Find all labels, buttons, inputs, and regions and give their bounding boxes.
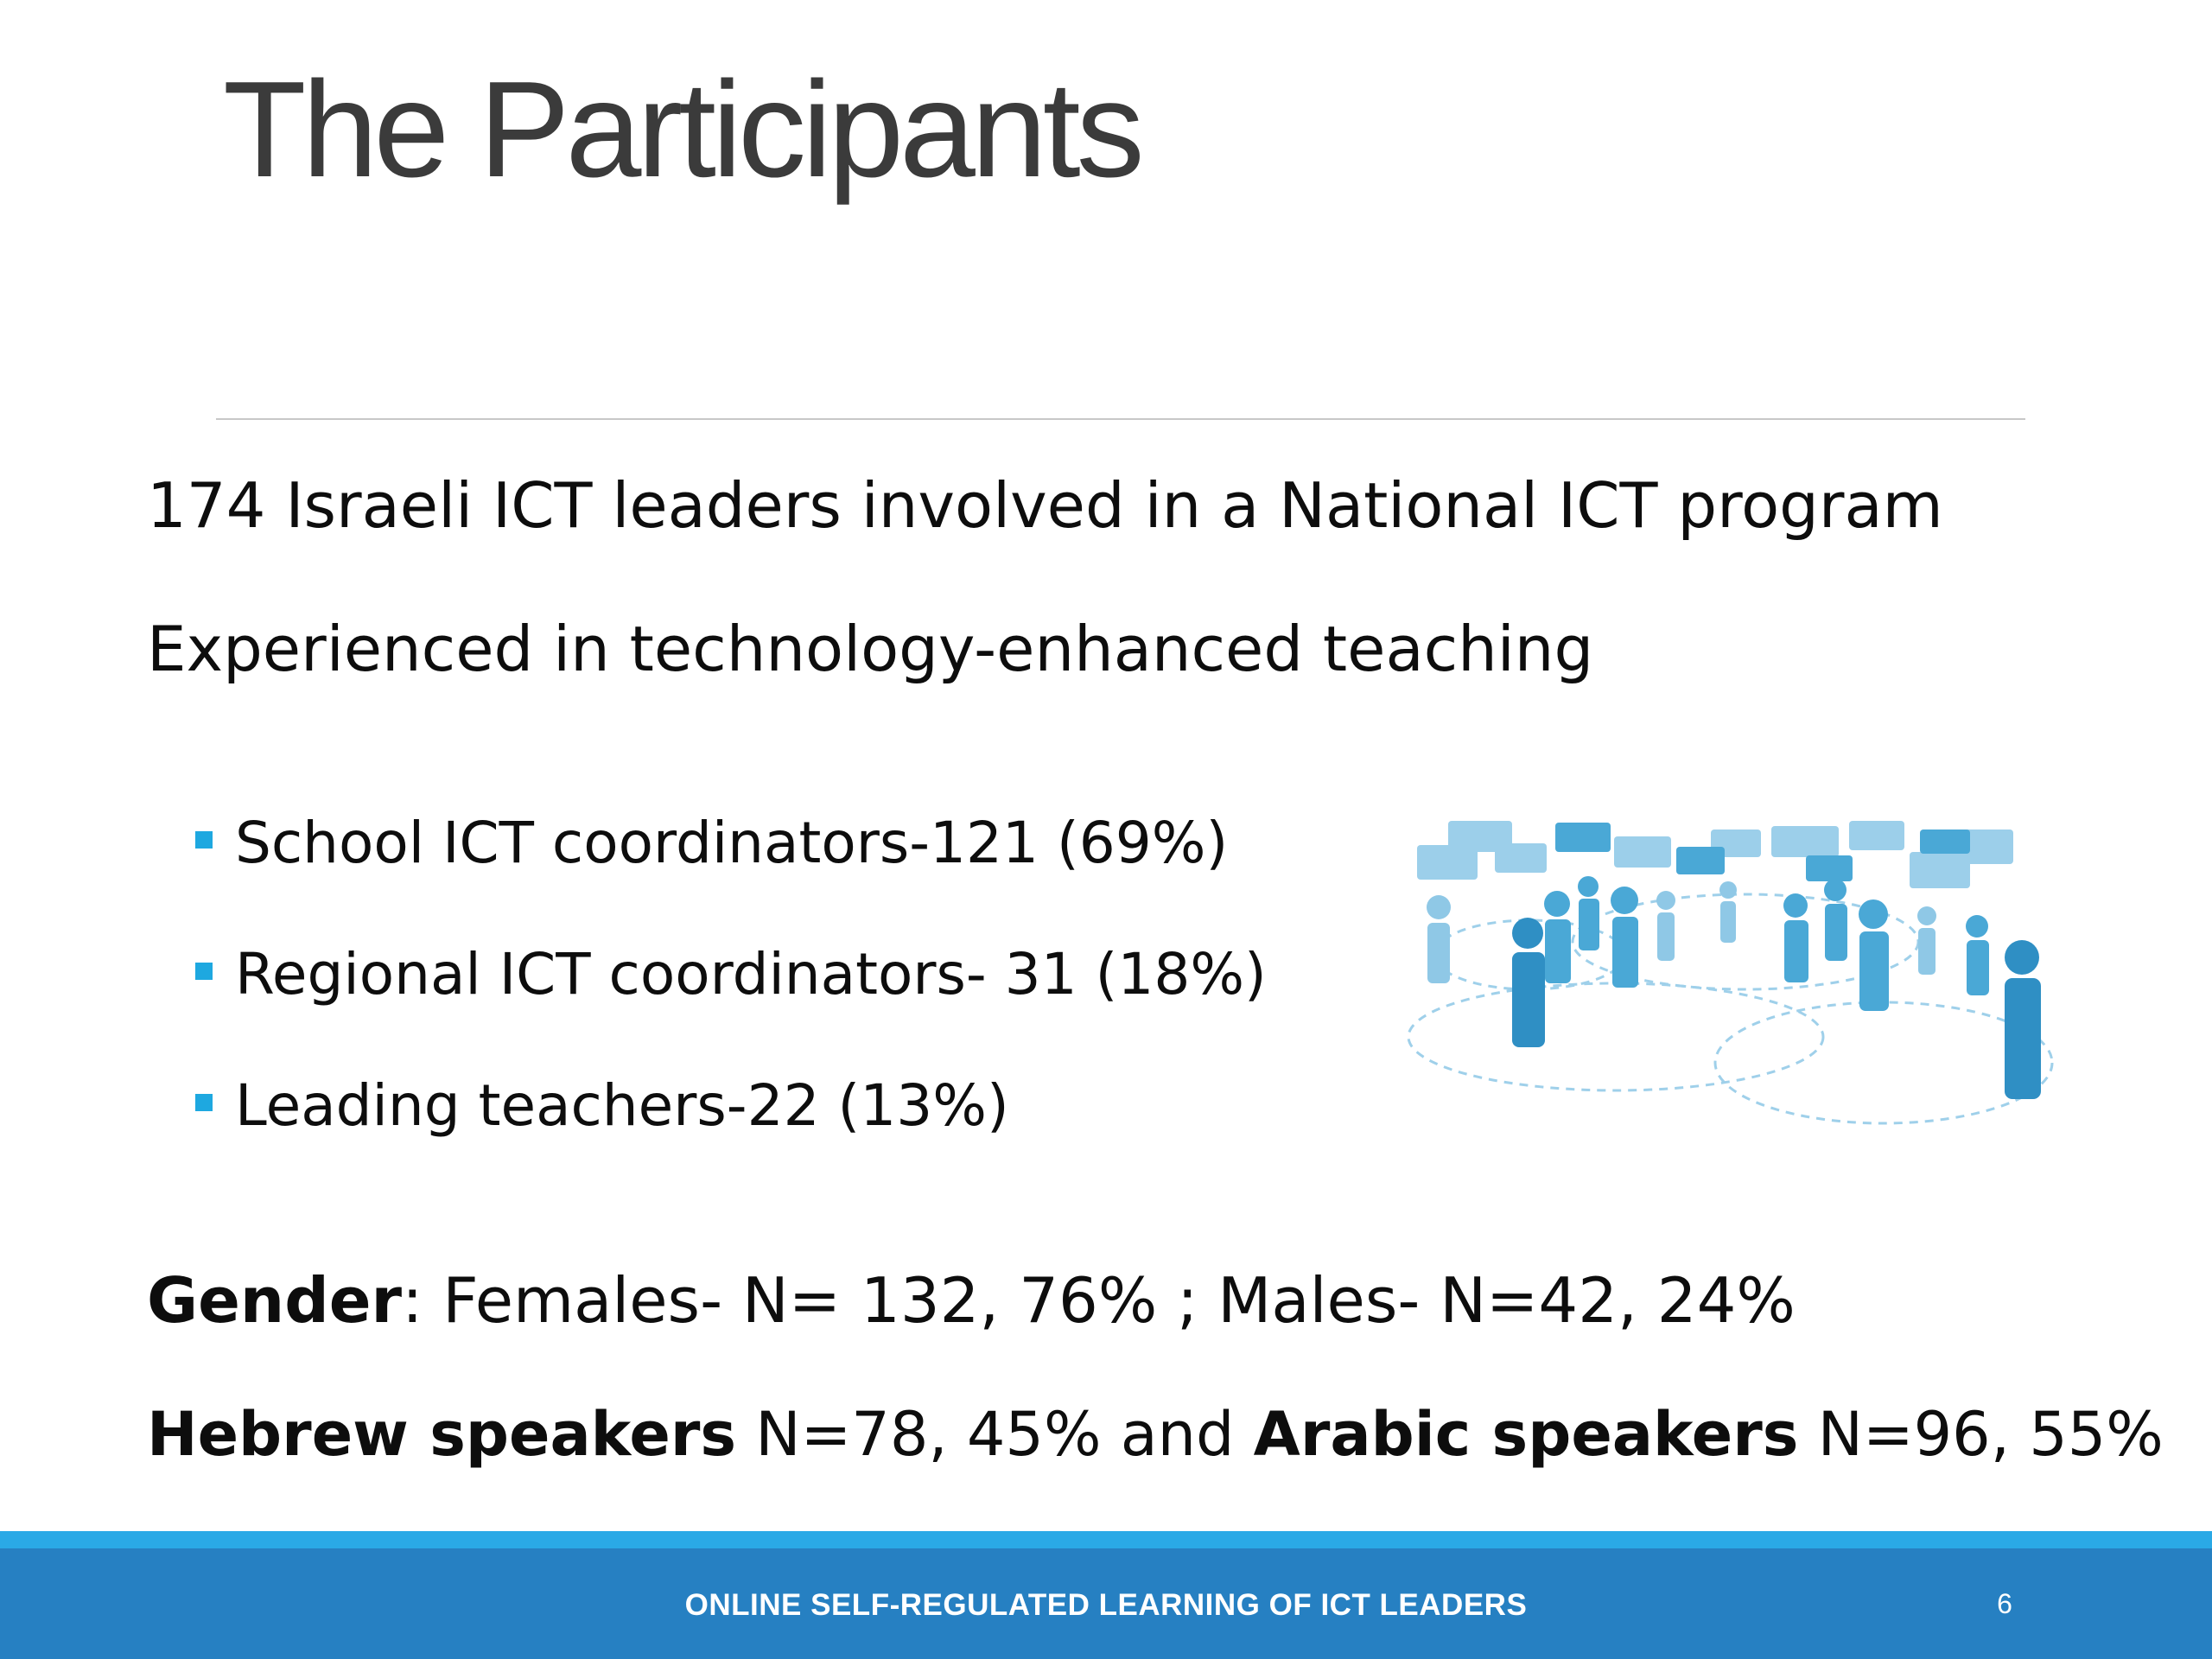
hebrew-label: Hebrew speakers	[147, 1399, 737, 1470]
arabic-text: N=96, 55%	[1798, 1399, 2164, 1470]
footer-band	[0, 1548, 2212, 1659]
bullet-text: Leading teachers-22 (13%)	[235, 1071, 1009, 1139]
body-line-experience: Experienced in technology-enhanced teach…	[147, 613, 1594, 685]
body-line-participants: 174 Israeli ICT leaders involved in a Na…	[147, 469, 1943, 542]
arabic-label: Arabic speakers	[1253, 1399, 1799, 1470]
bullet-item: Leading teachers-22 (13%)	[195, 1066, 1009, 1144]
footer-accent-bar	[0, 1531, 2212, 1548]
language-line: Hebrew speakers N=78, 45% and Arabic spe…	[147, 1395, 2164, 1473]
gender-label: Gender	[147, 1264, 403, 1337]
bullet-text: Regional ICT coordinators- 31 (18%)	[235, 940, 1267, 1007]
slide-title: The Participants	[223, 54, 1145, 206]
bullet-item: Regional ICT coordinators- 31 (18%)	[195, 935, 1267, 1013]
page-number: 6	[1997, 1588, 2012, 1619]
bullet-marker	[195, 831, 213, 849]
bullet-marker	[195, 963, 213, 980]
hebrew-text: N=78, 45% and	[736, 1399, 1254, 1470]
gender-line: Gender: Females- N= 132, 76% ; Males- N=…	[147, 1262, 1796, 1339]
footer-title: ONLINE SELF-REGULATED LEARNING OF ICT LE…	[684, 1588, 1528, 1622]
title-divider	[216, 418, 2025, 420]
people-network-icon	[1407, 821, 2054, 1125]
bullet-marker	[195, 1094, 213, 1111]
bullet-item: School ICT coordinators-121 (69%)	[195, 804, 1228, 881]
bullet-text: School ICT coordinators-121 (69%)	[235, 809, 1229, 876]
gender-text: : Females- N= 132, 76% ; Males- N=42, 24…	[402, 1264, 1796, 1337]
